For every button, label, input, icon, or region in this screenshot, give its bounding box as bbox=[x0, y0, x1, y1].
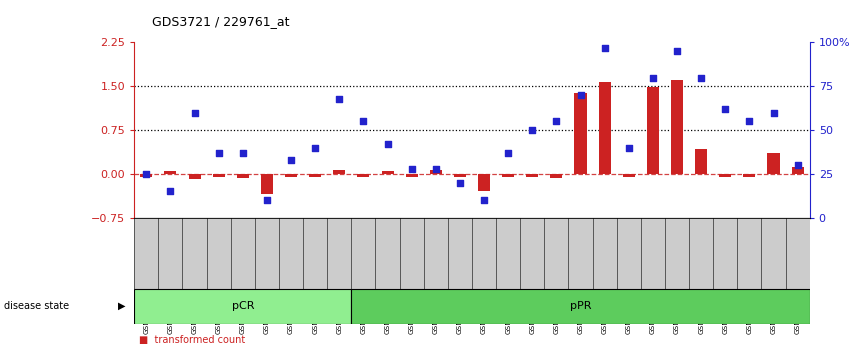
Point bbox=[260, 198, 274, 203]
Bar bbox=[358, 174, 370, 177]
Bar bbox=[236, 174, 249, 178]
Bar bbox=[333, 170, 346, 174]
Bar bbox=[309, 174, 321, 177]
Point bbox=[622, 145, 636, 150]
Point bbox=[284, 157, 298, 163]
Bar bbox=[647, 87, 659, 174]
Text: GDS3721 / 229761_at: GDS3721 / 229761_at bbox=[152, 15, 289, 28]
Point bbox=[501, 150, 515, 156]
Text: pCR: pCR bbox=[231, 301, 254, 311]
Point bbox=[791, 162, 805, 168]
Bar bbox=[213, 174, 224, 177]
Bar bbox=[352, 289, 810, 324]
Bar bbox=[671, 80, 683, 174]
Point bbox=[549, 119, 563, 124]
Bar bbox=[574, 93, 586, 174]
Bar bbox=[743, 174, 755, 177]
Point bbox=[380, 141, 394, 147]
Point bbox=[453, 180, 467, 185]
Bar bbox=[551, 174, 562, 178]
Bar bbox=[720, 174, 731, 177]
Point bbox=[526, 127, 540, 133]
Bar bbox=[478, 174, 490, 192]
Point bbox=[670, 48, 684, 54]
Bar bbox=[165, 171, 177, 174]
Bar bbox=[134, 289, 352, 324]
Text: ■  transformed count: ■ transformed count bbox=[139, 335, 245, 344]
Point bbox=[333, 96, 346, 101]
Bar bbox=[767, 154, 779, 174]
Bar bbox=[792, 167, 804, 174]
Bar bbox=[502, 174, 514, 177]
Bar bbox=[430, 170, 442, 174]
Bar bbox=[189, 174, 201, 178]
Bar bbox=[454, 174, 466, 177]
Point bbox=[646, 75, 660, 80]
Point bbox=[429, 166, 443, 171]
Point bbox=[404, 166, 418, 171]
Point bbox=[211, 150, 225, 156]
Point bbox=[766, 110, 780, 115]
Point bbox=[308, 145, 322, 150]
Point bbox=[718, 106, 732, 112]
Bar bbox=[140, 174, 152, 177]
Point bbox=[236, 150, 249, 156]
Point bbox=[188, 110, 202, 115]
Point bbox=[598, 45, 611, 51]
Point bbox=[695, 75, 708, 80]
Point bbox=[139, 171, 153, 177]
Point bbox=[357, 119, 371, 124]
Bar bbox=[405, 174, 417, 177]
Point bbox=[477, 198, 491, 203]
Bar bbox=[261, 174, 273, 194]
Bar bbox=[695, 149, 708, 174]
Point bbox=[742, 119, 756, 124]
Point bbox=[573, 92, 587, 98]
Text: pPR: pPR bbox=[570, 301, 591, 311]
Bar bbox=[623, 174, 635, 177]
Text: ▶: ▶ bbox=[118, 301, 126, 311]
Text: disease state: disease state bbox=[4, 301, 69, 311]
Bar bbox=[527, 174, 539, 177]
Bar bbox=[382, 171, 393, 174]
Bar bbox=[598, 82, 611, 174]
Point bbox=[164, 189, 178, 194]
Bar bbox=[285, 174, 297, 177]
